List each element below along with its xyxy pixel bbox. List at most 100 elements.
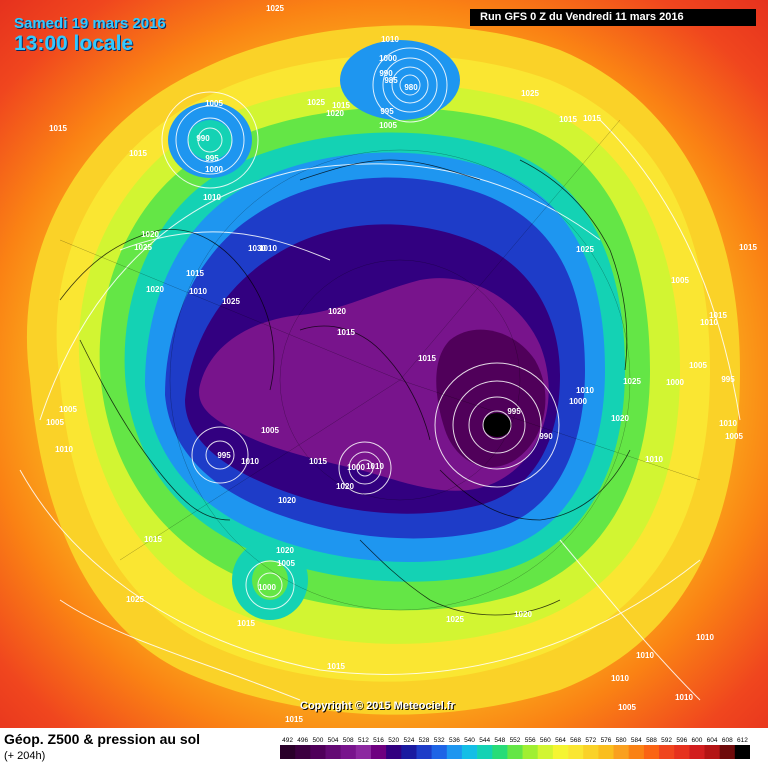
pressure-label: 1005 (725, 432, 743, 441)
legend-value-580: 580 (616, 737, 627, 744)
legend-swatch-584 (628, 745, 645, 759)
legend-value-560: 560 (540, 737, 551, 744)
pressure-label: 1025 (266, 4, 284, 13)
legend-value-492: 492 (282, 737, 293, 744)
pressure-label: 1025 (134, 243, 152, 252)
pressure-label: 1015 (285, 715, 303, 724)
coastlines (59, 159, 631, 616)
legend-swatch-496 (295, 745, 311, 759)
pressure-label: 1005 (689, 361, 707, 370)
pressure-label: 1000 (347, 463, 365, 472)
pressure-label: 1005 (59, 405, 77, 414)
isobars (19, 47, 741, 701)
color-legend: 492 496 500 504 508 512 516 520 524 528 532 536 540 5… (280, 737, 750, 759)
legend-value-548: 548 (494, 737, 505, 744)
pressure-label: 1005 (618, 703, 636, 712)
legend-swatch-588 (643, 745, 660, 759)
pressure-label: 1000 (205, 165, 223, 174)
legend-swatch-508 (340, 745, 357, 759)
atlantic-low-core (252, 560, 288, 600)
footer-bar: Géop. Z500 & pression au sol (+ 204h) 49… (0, 728, 768, 768)
pressure-label: 980 (404, 83, 418, 92)
legend-swatch-512 (355, 745, 372, 759)
legend-value-556: 556 (525, 737, 536, 744)
pressure-label: 1015 (129, 149, 147, 158)
legend-value-612: 612 (737, 737, 748, 744)
legend-value-564: 564 (555, 737, 566, 744)
legend-value-528: 528 (419, 737, 430, 744)
pressure-label: 1010 (366, 462, 384, 471)
legend-value-508: 508 (343, 737, 354, 744)
pressure-label: 1015 (237, 619, 255, 628)
pressure-label: 1010 (700, 318, 718, 327)
legend-swatch-568 (568, 745, 584, 759)
legend-swatch-516 (371, 745, 387, 759)
pressure-label: 1015 (583, 114, 601, 123)
legend-swatch-560 (537, 745, 554, 759)
legend-swatch-544 (477, 745, 493, 759)
legend-value-496: 496 (297, 737, 308, 744)
legend-swatch-552 (507, 745, 523, 759)
pressure-label: 1030 (248, 244, 266, 253)
pressure-label: 1010 (576, 386, 594, 395)
legend-swatch-612 (734, 745, 750, 759)
field-title: Géop. Z500 & pression au sol (4, 731, 201, 747)
pressure-label: 1020 (328, 307, 346, 316)
pressure-label: 1015 (309, 457, 327, 466)
legend-swatch-572 (583, 745, 599, 759)
pressure-label: 990 (196, 134, 210, 143)
legend-value-536: 536 (449, 737, 460, 744)
graticule (59, 119, 701, 611)
legend-value-532: 532 (434, 737, 445, 744)
pressure-label: 1015 (739, 243, 757, 252)
pressure-label: 1025 (126, 595, 144, 604)
legend-value-576: 576 (601, 737, 612, 744)
copyright-notice: Copyright © 2015 Meteociel.fr (300, 700, 455, 712)
pressure-label: 1020 (336, 482, 354, 491)
legend-swatch-600 (689, 745, 705, 759)
pressure-label: 1010 (259, 244, 277, 253)
legend-labels: 492 496 500 504 508 512 516 520 524 528 532 536 540 5… (282, 737, 748, 744)
legend-swatch-548 (492, 745, 508, 759)
pressure-label: 1025 (576, 245, 594, 254)
pressure-label: 1015 (186, 269, 204, 278)
legend-value-540: 540 (464, 737, 475, 744)
pressure-label: 1020 (141, 230, 159, 239)
pressure-label: 1005 (46, 418, 64, 427)
pressure-label: 995 (217, 451, 231, 460)
legend-value-600: 600 (691, 737, 702, 744)
legend-swatch-536 (446, 745, 463, 759)
pressure-label: 1025 (521, 89, 539, 98)
pacific-low-core (188, 120, 232, 160)
pressure-label: 1005 (671, 276, 689, 285)
pressure-label: 1010 (611, 674, 629, 683)
pressure-label: 1010 (203, 193, 221, 202)
legend-swatch-556 (522, 745, 539, 759)
pressure-label: 1005 (379, 121, 397, 130)
legend-swatch-524 (401, 745, 417, 759)
forecast-time: 13:00 locale (14, 32, 134, 55)
pressure-label: 1000 (258, 583, 276, 592)
pressure-label: 985 (384, 76, 398, 85)
legend-value-588: 588 (646, 737, 657, 744)
pressure-label: 1010 (381, 35, 399, 44)
legend-swatch-532 (431, 745, 448, 759)
pressure-label: 1015 (49, 124, 67, 133)
model-run-label: Run GFS 0 Z du Vendredi 11 mars 2016 (470, 9, 756, 26)
pressure-label: 1010 (636, 651, 654, 660)
pressure-label: 1005 (277, 559, 295, 568)
legend-swatch-564 (552, 745, 569, 759)
legend-value-572: 572 (585, 737, 596, 744)
pressure-label: 1020 (278, 496, 296, 505)
legend-value-512: 512 (358, 737, 369, 744)
pressure-label: 995 (380, 107, 394, 116)
pressure-label: 1000 (569, 397, 587, 406)
pressure-label: 1010 (189, 287, 207, 296)
pressure-label: 1010 (696, 633, 714, 642)
legend-swatch-596 (674, 745, 690, 759)
forecast-lead: (+ 204h) (4, 750, 46, 762)
pressure-label: 1005 (205, 99, 223, 108)
pressure-label: 990 (379, 69, 393, 78)
